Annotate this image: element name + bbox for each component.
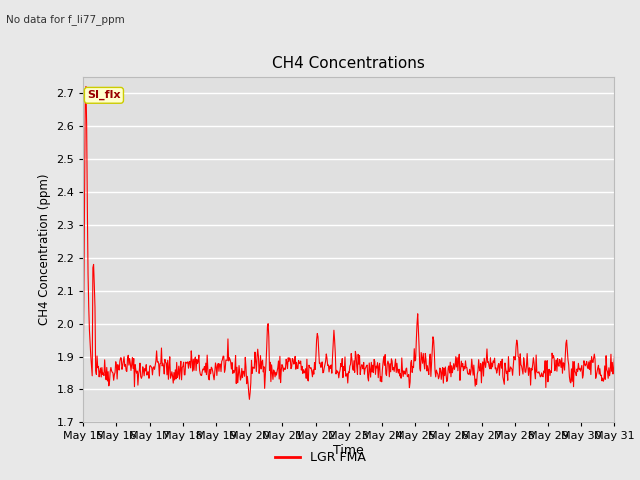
Legend: LGR FMA: LGR FMA xyxy=(269,446,371,469)
Y-axis label: CH4 Concentration (ppm): CH4 Concentration (ppm) xyxy=(38,174,51,325)
Title: CH4 Concentrations: CH4 Concentrations xyxy=(273,57,425,72)
X-axis label: Time: Time xyxy=(333,444,364,457)
Text: SI_flx: SI_flx xyxy=(87,90,121,100)
Text: No data for f_li77_ppm: No data for f_li77_ppm xyxy=(6,14,125,25)
